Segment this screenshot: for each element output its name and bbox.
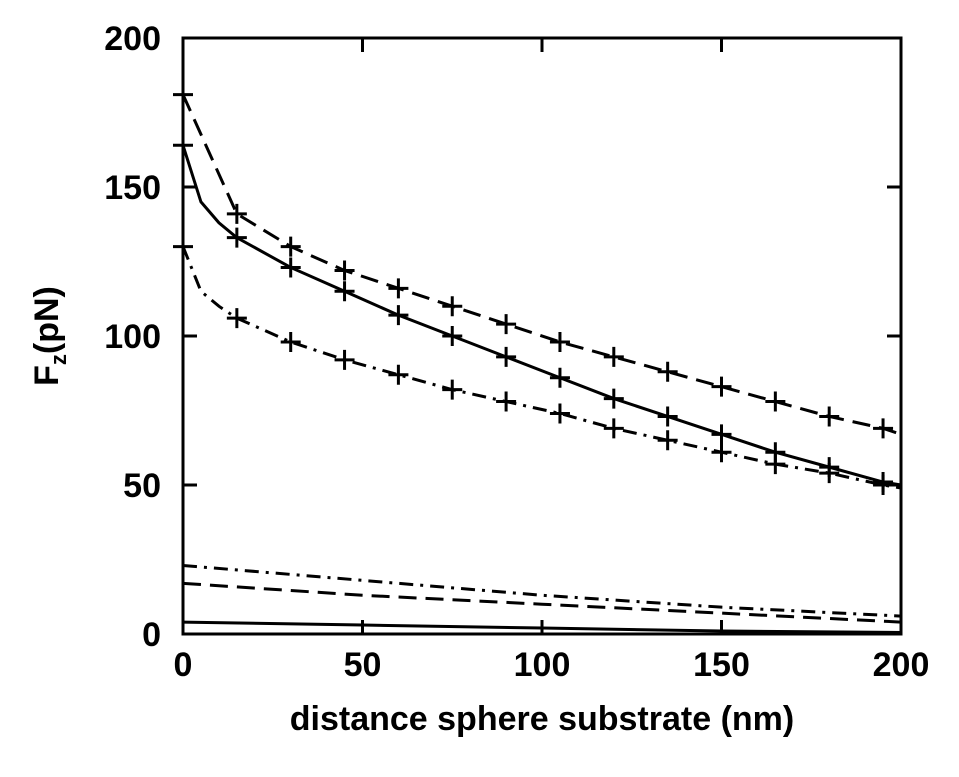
y-axis-label-subscript: z [46,354,71,365]
series-1-marker-10 [657,361,678,382]
series-3-marker-9 [603,418,624,439]
y-axis-label-main: F [28,365,66,386]
tick-layer: 0 50 100 150 200 0 50 100 150 200 [104,20,929,684]
series-layer [181,94,902,635]
series-3-marker-2 [226,308,247,329]
series-2-marker-6 [442,326,463,346]
series-line-5 [182,581,902,624]
series-1-marker-9 [603,346,624,367]
series-3-marker-4 [334,349,355,370]
series-3-marker-8 [549,403,570,424]
marker-layer [173,84,894,495]
series-3-marker-10 [657,430,678,451]
series-2-marker-11 [711,424,732,445]
y-axis-label: Fz(pN) [28,286,71,386]
series-1-marker-11 [711,376,732,397]
y-tick-label-1: 0 [142,616,161,654]
series-1-marker-13 [819,406,840,427]
y-tick-label-5: 200 [104,20,161,58]
x-tick-label-3: 100 [514,646,571,684]
series-3-marker-6 [442,379,463,400]
series-2-marker-5 [388,305,409,326]
series-line-1 [181,94,902,436]
y-tick-label-3: 100 [104,318,161,356]
x-tick-label-5: 200 [873,646,930,684]
series-2-marker-9 [603,388,624,409]
series-1-marker-4 [334,260,355,281]
series-1-marker-3 [280,236,301,257]
series-1-marker-6 [442,296,463,317]
series-3-marker-5 [388,364,409,385]
x-tick-label-2: 50 [344,646,382,684]
series-1-marker-5 [388,278,409,299]
series-1-marker-14 [873,418,894,439]
y-axis-label-unit: (pN) [28,286,66,354]
y-tick-label-2: 50 [123,467,161,505]
series-3-marker-3 [280,331,301,352]
series-2-marker-10 [657,406,678,427]
series-1-marker-8 [549,331,570,352]
series-line-4 [182,563,902,618]
series-2-marker-2 [226,227,247,248]
y-tick-label-4: 150 [104,169,161,207]
series-line-3 [181,246,902,490]
series-2-marker-4 [334,281,355,302]
series-1-marker-12 [765,391,786,412]
x-tick-label-1: 0 [174,646,193,684]
series-1-marker-7 [496,314,517,335]
series-2-marker-8 [549,367,570,388]
x-axis-label: distance sphere substrate (nm) [290,700,794,738]
series-3-marker-11 [711,442,732,463]
series-2-marker-7 [496,346,517,367]
series-3-marker-7 [496,391,517,412]
series-2-marker-3 [280,257,301,278]
series-line-2 [181,144,902,487]
series-3-marker-13 [819,463,840,484]
series-3-marker-12 [765,454,786,475]
x-tick-label-4: 150 [693,646,750,684]
series-1-marker-2 [226,203,247,224]
